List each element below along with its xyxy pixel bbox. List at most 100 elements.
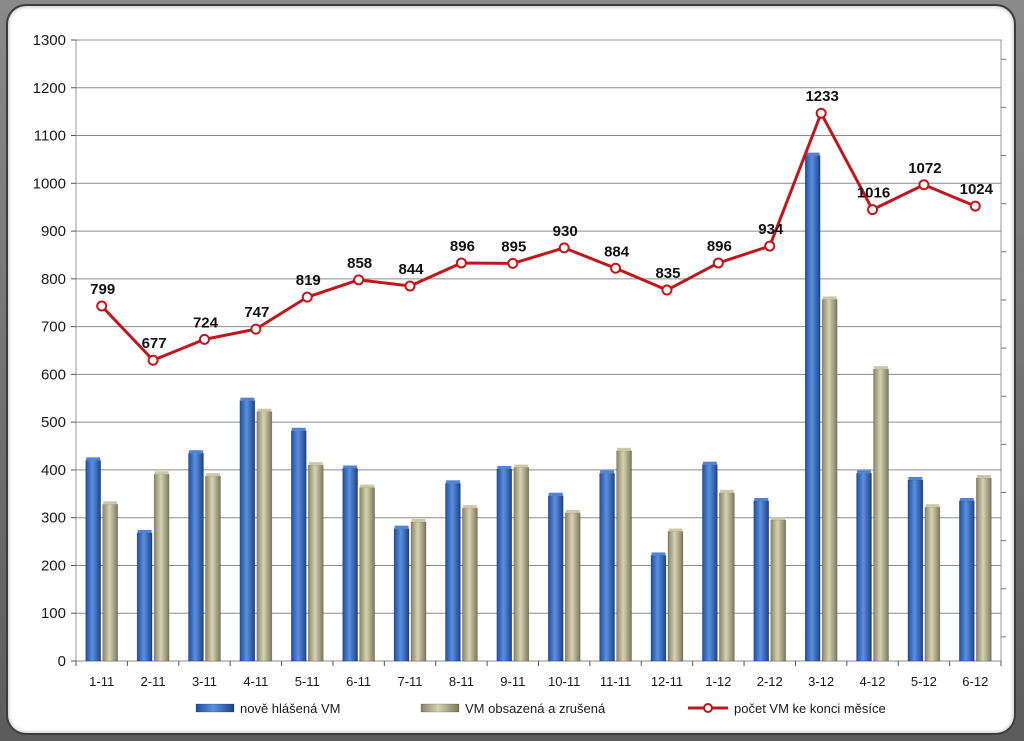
bar-cap	[497, 465, 512, 469]
data-label: 896	[707, 238, 732, 255]
bar-cap	[857, 470, 872, 474]
data-label: 1016	[857, 185, 890, 202]
data-label: 884	[604, 243, 630, 260]
bar-cap	[291, 427, 306, 431]
x-tick-label: 1-11	[89, 674, 114, 689]
x-tick-label: 9-11	[500, 674, 525, 689]
bar-nove-hlasena	[753, 500, 770, 662]
line-point	[661, 284, 673, 296]
bar-nove-hlasena	[136, 532, 153, 662]
x-tick-label: 1-12	[705, 674, 731, 689]
bar-obsazena-zrusena	[410, 521, 427, 662]
x-tick-label: 4-11	[243, 674, 268, 689]
data-label: 1233	[805, 88, 838, 105]
bar-nove-hlasena	[239, 400, 256, 662]
x-tick-label: 2-11	[141, 674, 166, 689]
bar-cap	[445, 480, 460, 484]
bar-nove-hlasena	[650, 555, 667, 662]
bar-cap	[617, 447, 632, 451]
legend-label: počet VM ke konci měsíce	[734, 701, 886, 716]
bar-cap	[257, 408, 272, 412]
bar-obsazena-zrusena	[256, 411, 273, 662]
data-label: 747	[244, 304, 269, 321]
x-tick-label: 6-11	[346, 674, 371, 689]
legend-label: VM obsazená a zrušená	[465, 701, 606, 716]
x-tick-label: 5-11	[295, 674, 320, 689]
bar-cap	[668, 528, 683, 532]
bar-cap	[360, 484, 375, 488]
line-point	[969, 200, 981, 212]
bar-cap	[959, 497, 974, 501]
x-tick-label: 10-11	[548, 674, 580, 689]
data-label: 930	[553, 223, 578, 240]
line-point	[764, 240, 776, 252]
x-tick-label: 11-11	[600, 674, 631, 689]
line-point	[712, 257, 724, 269]
data-label: 858	[347, 255, 372, 272]
bar-cap	[240, 397, 255, 401]
bar-obsazena-zrusena	[359, 487, 375, 662]
line-point	[815, 107, 827, 119]
grid-layer: 0 100 200 300 400 500 600 700 800 900 1000 1100 1200…	[33, 32, 1006, 689]
bar-obsazena-zrusena	[205, 475, 221, 662]
line-pocet-vm	[100, 111, 976, 362]
y-tick-label: 500	[41, 414, 66, 431]
bar-cap	[86, 457, 101, 461]
bar-nove-hlasena	[85, 460, 101, 662]
data-label: 895	[501, 238, 526, 255]
bar-nove-hlasena	[856, 472, 872, 662]
data-label: 819	[296, 272, 321, 289]
bar-obsazena-zrusena	[667, 531, 684, 662]
bar-cap	[548, 492, 563, 496]
bar-cap	[754, 497, 769, 501]
legend-swatch	[420, 703, 460, 713]
data-label: 677	[142, 335, 167, 352]
label-layer: 799 677 724 747 819 858 844 896 895 930 884 835 896 9…	[90, 88, 993, 352]
x-tick-label: 2-12	[757, 674, 783, 689]
data-label: 835	[655, 265, 680, 282]
x-tick-label: 4-12	[860, 674, 886, 689]
bar-cap	[154, 471, 169, 475]
bar-cap	[771, 517, 786, 521]
legend: nově hlášená VM VM obsazená a zrušená poče…	[195, 701, 886, 716]
line-point	[455, 257, 467, 269]
data-label: 844	[399, 261, 425, 278]
bar-obsazena-zrusena	[770, 519, 787, 662]
legend-swatch-marker	[703, 703, 713, 713]
bar-obsazena-zrusena	[976, 477, 992, 662]
line-point	[96, 300, 108, 312]
bar-obsazena-zrusena	[513, 467, 530, 662]
bar-nove-hlasena	[907, 479, 924, 662]
line-point	[918, 179, 930, 191]
line-point	[198, 333, 210, 345]
bar-cap	[103, 501, 118, 505]
x-tick-label: 5-12	[911, 674, 937, 689]
line-point	[404, 280, 416, 292]
line-point	[558, 242, 570, 254]
legend-item-obsazena-zrusena: VM obsazená a zrušená	[420, 701, 606, 716]
legend-swatch	[195, 703, 235, 713]
y-tick-label: 300	[41, 510, 66, 527]
y-tick-label: 700	[41, 319, 66, 336]
bar-cap	[137, 529, 152, 533]
bar-nove-hlasena	[342, 468, 358, 662]
x-tick-label: 8-11	[449, 674, 474, 689]
bar-nove-hlasena	[496, 468, 513, 662]
data-label: 1072	[908, 160, 941, 177]
bar-layer	[85, 152, 992, 662]
bar-nove-hlasena	[290, 430, 307, 662]
x-tick-label: 3-12	[808, 674, 834, 689]
y-tick-label: 200	[41, 557, 66, 574]
bar-nove-hlasena	[599, 472, 615, 662]
x-tick-label: 6-12	[962, 674, 988, 689]
y-tick-label: 1100	[34, 128, 66, 145]
bar-cap	[976, 475, 991, 479]
bar-nove-hlasena	[188, 452, 204, 662]
bar-obsazena-zrusena	[924, 506, 941, 662]
x-tick-label: 3-11	[192, 674, 217, 689]
bar-cap	[565, 509, 580, 513]
data-label: 799	[90, 281, 115, 298]
bar-nove-hlasena	[959, 500, 975, 662]
bar-cap	[394, 525, 409, 529]
